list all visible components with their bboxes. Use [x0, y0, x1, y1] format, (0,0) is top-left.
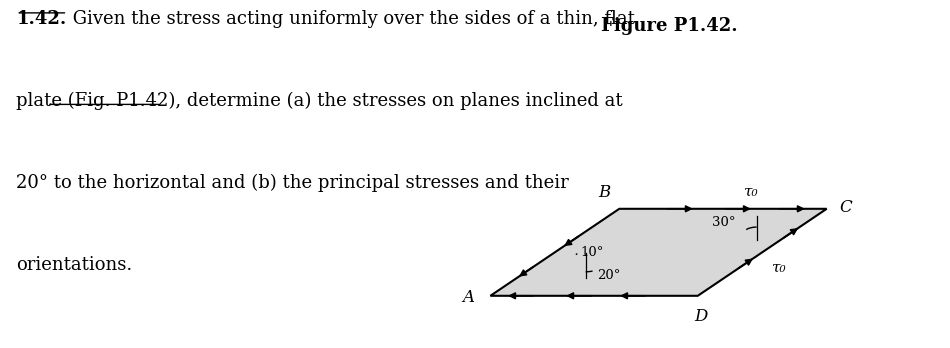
Text: 20° to the horizontal and (b) the principal stresses and their: 20° to the horizontal and (b) the princi…	[16, 174, 569, 192]
Text: 10°: 10°	[580, 246, 603, 259]
Text: plate (Fig. P1.42), determine (a) the stresses on planes inclined at: plate (Fig. P1.42), determine (a) the st…	[16, 92, 623, 110]
Text: A: A	[463, 289, 475, 306]
Text: Given the stress acting uniformly over the sides of a thin, flat: Given the stress acting uniformly over t…	[67, 10, 636, 29]
Text: Figure P1.42.: Figure P1.42.	[601, 17, 738, 35]
Text: 20°: 20°	[597, 269, 620, 282]
Text: τ₀: τ₀	[744, 184, 758, 198]
Polygon shape	[490, 209, 826, 296]
Text: 30°: 30°	[712, 216, 736, 229]
Text: C: C	[839, 199, 852, 215]
Text: τ₀: τ₀	[772, 261, 787, 275]
Text: D: D	[694, 308, 707, 325]
Text: 1.42.: 1.42.	[16, 10, 67, 29]
Text: B: B	[598, 184, 611, 201]
Text: orientations.: orientations.	[16, 256, 133, 274]
